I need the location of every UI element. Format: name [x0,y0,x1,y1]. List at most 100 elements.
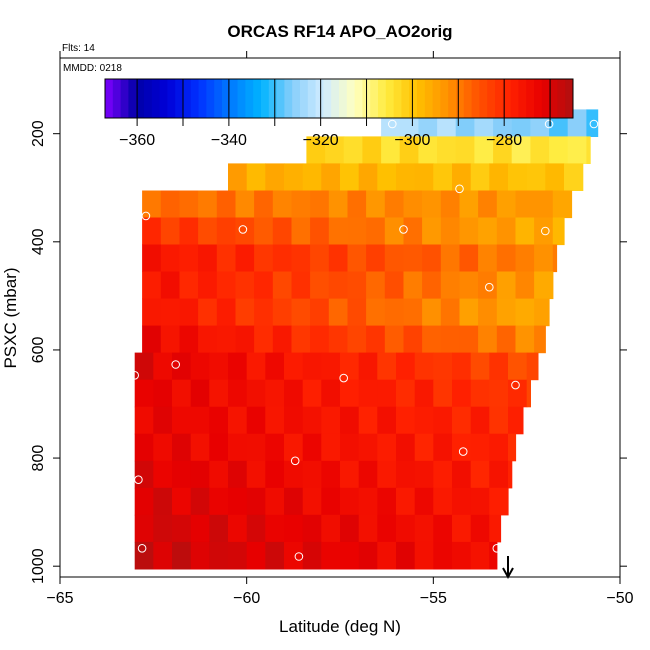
heatmap-cell [358,433,378,462]
colorbar-tick-label: −320 [303,132,339,149]
heatmap-cell [452,163,472,191]
colorbar-segment [300,79,309,118]
heatmap-cell [172,379,192,408]
heatmap-cell [134,514,154,543]
heatmap-cell [358,487,378,516]
heatmap-cell [433,541,453,570]
heatmap-cell [433,379,453,408]
heatmap-cell [414,433,434,462]
heatmap-cell [265,379,285,408]
heatmap-cell [310,217,330,246]
heatmap-cell [459,244,479,273]
heatmap-cell [489,514,502,543]
heatmap-cell [142,217,162,246]
heatmap-cell [190,541,210,570]
y-tick-label: 400 [30,228,47,255]
heatmap-cell [515,244,535,273]
data-point [492,544,502,553]
heatmap-cell [358,379,378,408]
y-tick-label: 200 [30,120,47,147]
heatmap-cell [422,271,442,300]
heatmap-cell [530,136,550,164]
heatmap-cell [545,163,565,191]
heatmap-cell [478,190,498,219]
heatmap-cell [179,190,199,219]
heatmap-cell [455,136,475,164]
data-point [141,211,151,221]
heatmap-cell [489,163,509,191]
heatmap-cell [302,541,322,570]
heatmap-cell [246,352,266,381]
heatmap-cell [340,379,360,408]
heatmap-cell [190,487,210,516]
heatmap-cell [511,136,531,164]
heatmap-cell [362,136,382,164]
heatmap-cell [265,406,285,435]
heatmap-cell [142,190,162,219]
heatmap-cell [209,487,229,516]
heatmap-cell [496,271,517,300]
heatmap-cell [291,271,311,300]
heatmap-cell [478,298,498,327]
heatmap-cell [321,379,341,408]
heatmap-cell [489,487,509,516]
heatmap-cell [403,217,423,246]
heatmap-cell [452,406,472,435]
colorbar-segment [432,79,441,118]
heatmap-cell [552,244,558,273]
colorbar-segment [378,79,387,118]
colorbar-segment [214,79,223,118]
colorbar-segment [463,79,473,118]
heatmap-cell [198,190,218,219]
heatmap-cell [414,406,434,435]
heatmap-cell [396,406,416,435]
heatmap-cell [384,325,405,354]
heatmap-cell [160,217,181,246]
colorbar-segment [190,79,200,118]
heatmap-cell [340,406,360,435]
heatmap-cell [284,514,304,543]
heatmap-cell [172,460,192,489]
heatmap-cell [515,325,535,354]
colorbar-segment [440,79,449,118]
heatmap-cell [414,541,434,570]
colorbar-segment [276,79,285,118]
heatmap-cell [459,271,479,300]
colorbar-segment [268,79,278,118]
heatmap-cell [586,136,591,164]
colorbar-segment [198,79,207,118]
heatmap-cell [302,379,322,408]
colorbar-segment [128,79,137,118]
heatmap-cell [440,325,461,354]
heatmap-cell [433,406,453,435]
heatmap-cell [246,541,266,570]
heatmap-cell [198,271,218,300]
heatmap-cell [459,325,479,354]
heatmap-cell [396,460,416,489]
heatmap-cell [254,325,274,354]
colorbar-segment [456,79,465,118]
heatmap-cell [284,487,304,516]
heatmap-cell [328,217,349,246]
heatmap-cell [508,352,528,381]
heatmap-cell [235,244,255,273]
heatmap-cell [489,433,509,462]
heatmap-cell [366,217,386,246]
heatmap-cell [265,514,285,543]
heatmap-cell [246,379,266,408]
heatmap-cell [377,541,397,570]
heatmap-cell [265,460,285,489]
heatmap-cell [433,514,453,543]
heatmap-cell [340,433,360,462]
heatmap-cell [347,325,367,354]
heatmap-cell [422,244,442,273]
colorbar-segment [144,79,153,118]
heatmap-cell [433,487,453,516]
heatmap-cell [366,244,386,273]
colorbar-tick-label: −300 [394,132,430,149]
heatmap-cell [534,325,546,354]
heatmap-cell [134,487,154,516]
heatmap-cell [414,163,434,191]
heatmap-cell [265,487,285,516]
